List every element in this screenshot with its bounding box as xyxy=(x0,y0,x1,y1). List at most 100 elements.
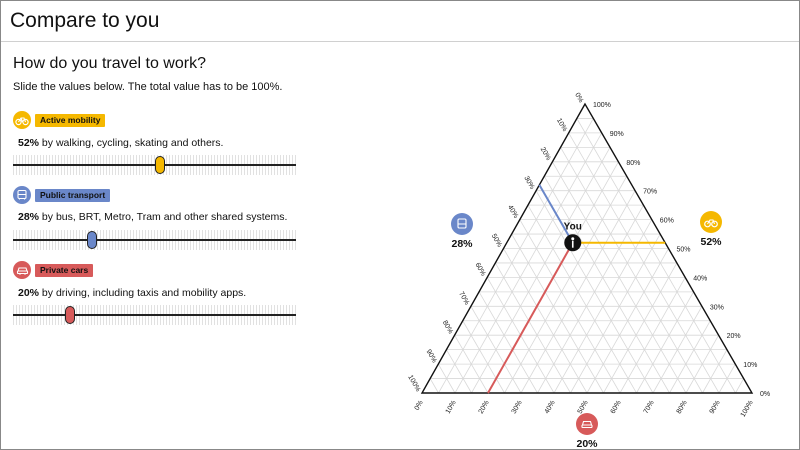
grid-line xyxy=(429,378,439,394)
grid-line xyxy=(568,132,720,394)
grid-line xyxy=(669,320,711,394)
question-heading: How do you travel to work? xyxy=(13,55,206,72)
person-icon xyxy=(571,237,575,241)
right-tick-label: 20% xyxy=(727,333,741,340)
active-mobility-label: Active mobility xyxy=(13,111,106,129)
left-tick-label: 10% xyxy=(555,117,568,133)
active-mobility-desc: by walking, cycling, skating and others. xyxy=(39,137,224,149)
grid-line xyxy=(478,291,538,394)
private-cars-desc: by driving, including taxis and mobility… xyxy=(39,287,247,299)
grid-line xyxy=(537,204,644,394)
grid-line xyxy=(495,262,571,394)
right-tick-label: 50% xyxy=(677,247,691,254)
grid-line xyxy=(462,320,505,394)
public-transport-desc: by bus, BRT, Metro, Tram and other share… xyxy=(39,211,288,223)
public-transport-description: 28% by bus, BRT, Metro, Tram and other s… xyxy=(18,211,287,223)
public-transport-value-label: 28% xyxy=(451,238,473,250)
active-mobility-value-label: 52% xyxy=(700,236,722,248)
public-transport-tag: Public transport xyxy=(35,188,111,202)
triangle-outline xyxy=(420,102,754,394)
bottom-tick-label: 20% xyxy=(478,400,491,416)
right-tick-label: 60% xyxy=(660,218,674,225)
grid-line xyxy=(520,190,636,394)
bicycle-icon xyxy=(711,220,718,228)
bottom-tick-label: 40% xyxy=(544,400,557,416)
left-tick-label: 20% xyxy=(539,146,552,162)
grid-line xyxy=(535,190,654,394)
active-mobility-slider-thumb[interactable] xyxy=(155,156,166,174)
private-cars-tag: Private cars xyxy=(35,263,94,277)
grid-line xyxy=(543,176,670,394)
grid-line xyxy=(454,132,603,394)
page-title: Compare to you xyxy=(10,9,160,32)
ternary-markers: You 52% 28% 20% xyxy=(451,211,722,450)
active-mobility-value: 52% xyxy=(18,137,40,149)
bottom-tick-label: 90% xyxy=(709,400,722,416)
active-mobility-slider[interactable] xyxy=(13,154,296,176)
left-tick-label: 80% xyxy=(441,320,454,336)
private-cars-value: 20% xyxy=(18,287,40,299)
private-cars-slider-thumb[interactable] xyxy=(64,306,75,324)
right-tick-label: 80% xyxy=(626,160,640,167)
left-tick-label: 100% xyxy=(406,374,421,393)
public-transport-slider-thumb[interactable] xyxy=(87,231,98,249)
bottom-tick-label: 50% xyxy=(577,400,590,416)
grid-line xyxy=(446,349,472,394)
private-cars-value-label: 20% xyxy=(576,438,598,450)
right-tick-label: 10% xyxy=(743,362,757,369)
private-cars-badge xyxy=(576,413,598,435)
bottom-tick-label: 60% xyxy=(610,400,623,416)
private-cars-label: Private cars xyxy=(13,261,94,279)
bottom-tick-label: 30% xyxy=(511,400,524,416)
grid-line xyxy=(702,349,728,394)
slider-track xyxy=(13,239,296,241)
bottom-tick-label: 0% xyxy=(414,400,425,412)
left-tick-label: 90% xyxy=(425,348,438,364)
car-icon xyxy=(13,261,31,279)
public-transport-value: 28% xyxy=(18,211,40,223)
right-tick-label: 100% xyxy=(593,102,611,109)
bus-icon xyxy=(13,186,31,204)
grid-line xyxy=(570,233,661,394)
right-tick-label: 70% xyxy=(643,189,657,196)
ternary-grid xyxy=(420,102,754,394)
grid-line xyxy=(735,378,744,394)
active-mobility-description: 52% by walking, cycling, skating and oth… xyxy=(18,137,223,149)
grid-line xyxy=(576,118,736,394)
active-mobility-badge xyxy=(700,211,722,233)
grid-line xyxy=(560,147,703,394)
active-mobility-tag: Active mobility xyxy=(35,113,106,127)
public-guide-line xyxy=(538,184,574,244)
bottom-tick-label: 100% xyxy=(740,400,755,419)
grid-line xyxy=(438,118,594,394)
public-transport-label: Public transport xyxy=(13,186,111,204)
right-tick-label: 90% xyxy=(610,131,624,138)
private-guide-line xyxy=(487,242,574,394)
bicycle-icon xyxy=(13,111,31,129)
bottom-tick-label: 70% xyxy=(643,400,656,416)
left-tick-label: 50% xyxy=(490,233,503,249)
public-transport-slider[interactable] xyxy=(13,229,296,251)
car-icon xyxy=(581,424,593,429)
instructions-text: Slide the values below. The total value … xyxy=(13,81,283,93)
left-tick-label: 0% xyxy=(573,92,584,104)
slider-track xyxy=(13,164,296,166)
bicycle-icon xyxy=(707,219,716,225)
left-tick-label: 30% xyxy=(522,175,535,191)
right-tick-label: 40% xyxy=(693,275,707,282)
right-tick-label: 0% xyxy=(760,391,770,398)
page-header: Compare to you xyxy=(1,1,799,42)
grid-line xyxy=(504,176,628,394)
left-tick-label: 70% xyxy=(457,291,470,307)
left-tick-label: 40% xyxy=(506,204,519,220)
grid-line xyxy=(552,161,687,394)
ternary-guides xyxy=(487,184,666,394)
grid-line xyxy=(511,233,604,394)
bicycle-icon xyxy=(704,220,711,228)
grid-line xyxy=(527,204,637,394)
you-label: You xyxy=(564,222,582,233)
bottom-tick-label: 80% xyxy=(676,400,689,416)
right-tick-label: 30% xyxy=(710,304,724,311)
private-cars-slider[interactable] xyxy=(13,304,296,326)
